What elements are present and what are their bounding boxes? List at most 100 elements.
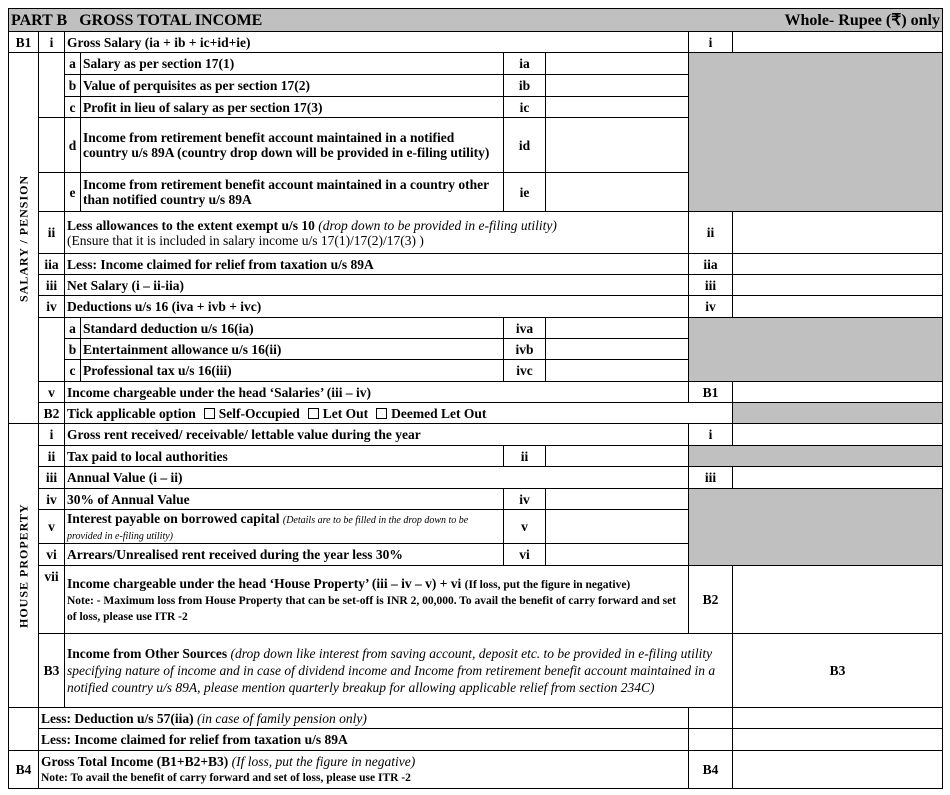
salary-17-1-label: Salary as per section 17(1) xyxy=(80,52,504,75)
ref-code: i xyxy=(688,423,733,446)
loss-note: Note: - Maximum loss from House Property… xyxy=(67,594,677,623)
letter: c xyxy=(64,359,81,382)
perquisites-input[interactable] xyxy=(545,74,689,97)
profit-lieu-label: Profit in lieu of salary as per section … xyxy=(80,96,504,118)
deductions-16-input[interactable] xyxy=(732,295,943,318)
relief-89a-other-label: Less: Income claimed for relief from tax… xyxy=(38,728,689,751)
code: ivc xyxy=(503,359,546,382)
roman: iv xyxy=(38,488,65,510)
salary-17-1-input[interactable] xyxy=(545,52,689,75)
b1-code: B1 xyxy=(8,31,39,53)
tax-local-label: Tax paid to local authorities xyxy=(64,445,504,467)
house-property-label: HOUSE PROPERTY xyxy=(8,423,39,708)
tick-label: Tick applicable option xyxy=(67,405,196,421)
tax-local-input[interactable] xyxy=(545,445,689,467)
currency-note: Whole- Rupee (₹) only xyxy=(784,11,940,29)
code: vi xyxy=(503,543,546,566)
ref-code: B2 xyxy=(688,565,733,634)
deductions-16-label: Deductions u/s 16 (iva + ivb + ivc) xyxy=(64,295,689,318)
roman: i xyxy=(38,423,65,446)
checkbox-self-occupied[interactable] xyxy=(203,407,215,419)
section-header: PART B GROSS TOTAL INCOME Whole- Rupee (₹… xyxy=(8,8,943,32)
allowances-input[interactable] xyxy=(732,211,943,254)
code: iva xyxy=(503,317,546,339)
checkbox-let-out[interactable] xyxy=(307,407,319,419)
professional-tax-label: Professional tax u/s 16(iii) xyxy=(80,359,504,382)
label: Income chargeable under the head ‘House … xyxy=(67,575,462,591)
shaded-area xyxy=(688,488,943,566)
option-label: Let Out xyxy=(322,405,369,421)
code: ii xyxy=(503,445,546,467)
shaded-area xyxy=(688,445,943,467)
thirty-percent-label: 30% of Annual Value xyxy=(64,488,504,510)
code: ic xyxy=(503,96,546,118)
entertainment-label: Entertainment allowance u/s 16(ii) xyxy=(80,338,504,360)
note: (drop down like interest from saving acc… xyxy=(67,646,716,695)
letter: e xyxy=(64,172,81,212)
interest-borrowed-label: Interest payable on borrowed capital (De… xyxy=(64,509,504,544)
label-note: (If loss, put the figure in negative) xyxy=(464,578,631,591)
ref-code: iia xyxy=(688,253,733,275)
deduction-57-input[interactable] xyxy=(732,707,943,729)
ref-code: B4 xyxy=(688,750,733,789)
checkbox-deemed-let-out[interactable] xyxy=(376,407,388,419)
other-sources-label: Income from Other Sources (drop down lik… xyxy=(64,633,733,708)
professional-tax-input[interactable] xyxy=(545,359,689,382)
gross-rent-label: Gross rent received/ receivable/ lettabl… xyxy=(64,423,689,446)
code: ie xyxy=(503,172,546,212)
relief-89a-other-input[interactable] xyxy=(732,728,943,751)
gross-salary-input[interactable] xyxy=(732,31,943,53)
roman: v xyxy=(38,381,65,403)
note: Note: To avail the benefit of carry forw… xyxy=(41,772,411,784)
other-country-input[interactable] xyxy=(545,172,689,212)
ref-code: B3 xyxy=(732,633,943,708)
net-salary-input[interactable] xyxy=(732,274,943,296)
annual-value-label: Annual Value (i – ii) xyxy=(64,466,689,489)
note: (Details are to be filled in the drop do… xyxy=(67,514,469,542)
annual-value-input[interactable] xyxy=(732,466,943,489)
profit-lieu-input[interactable] xyxy=(545,96,689,118)
gross-total-income-input[interactable] xyxy=(732,750,943,789)
thirty-percent-input[interactable] xyxy=(545,488,689,510)
code: v xyxy=(503,509,546,544)
roman: ii xyxy=(38,211,65,254)
roman: vi xyxy=(38,543,65,566)
code: ivb xyxy=(503,338,546,360)
ensure-note: (Ensure that it is included in salary in… xyxy=(67,232,424,248)
entertainment-input[interactable] xyxy=(545,338,689,360)
roman: iii xyxy=(38,274,65,296)
ref-code: ii xyxy=(688,211,733,254)
gross-rent-input[interactable] xyxy=(732,423,943,446)
roman: iv xyxy=(38,295,65,318)
shaded-area xyxy=(732,402,943,424)
shaded-area xyxy=(688,52,943,212)
shaded-area xyxy=(688,317,943,382)
tick-option-row: Tick applicable option Self-Occupied Let O… xyxy=(64,402,733,424)
label: Less: Deduction u/s 57(iia) xyxy=(41,710,194,726)
standard-deduction-input[interactable] xyxy=(545,317,689,339)
roman: i xyxy=(38,31,65,53)
gross-total-income-label: Gross Total Income (B1+B2+B3) (If loss, … xyxy=(38,750,689,789)
label: Less allowances to the extent exempt u/s… xyxy=(67,217,315,233)
b3-code: B3 xyxy=(38,633,65,708)
notified-country-input[interactable] xyxy=(545,117,689,173)
salaries-chargeable-input[interactable] xyxy=(732,381,943,403)
salary-pension-label: SALARY / PENSION xyxy=(8,52,39,424)
standard-deduction-label: Standard deduction u/s 16(ia) xyxy=(80,317,504,339)
letter: a xyxy=(64,317,81,339)
arrears-input[interactable] xyxy=(545,543,689,566)
section-title: PART B GROSS TOTAL INCOME xyxy=(11,11,263,29)
relief-89a-input[interactable] xyxy=(732,253,943,275)
net-salary-label: Net Salary (i – ii-iia) xyxy=(64,274,689,296)
interest-borrowed-input[interactable] xyxy=(545,509,689,544)
letter: d xyxy=(64,117,81,173)
option-label: Self-Occupied xyxy=(218,405,300,421)
relief-89a-label: Less: Income claimed for relief from tax… xyxy=(64,253,689,275)
other-country-label: Income from retirement benefit account m… xyxy=(80,172,504,212)
ref-code: iii xyxy=(688,466,733,489)
notified-country-label: Income from retirement benefit account m… xyxy=(80,117,504,173)
b2-code: B2 xyxy=(38,402,65,424)
house-property-input[interactable] xyxy=(732,565,943,634)
ref-code: i xyxy=(688,31,733,53)
roman: v xyxy=(38,509,65,544)
